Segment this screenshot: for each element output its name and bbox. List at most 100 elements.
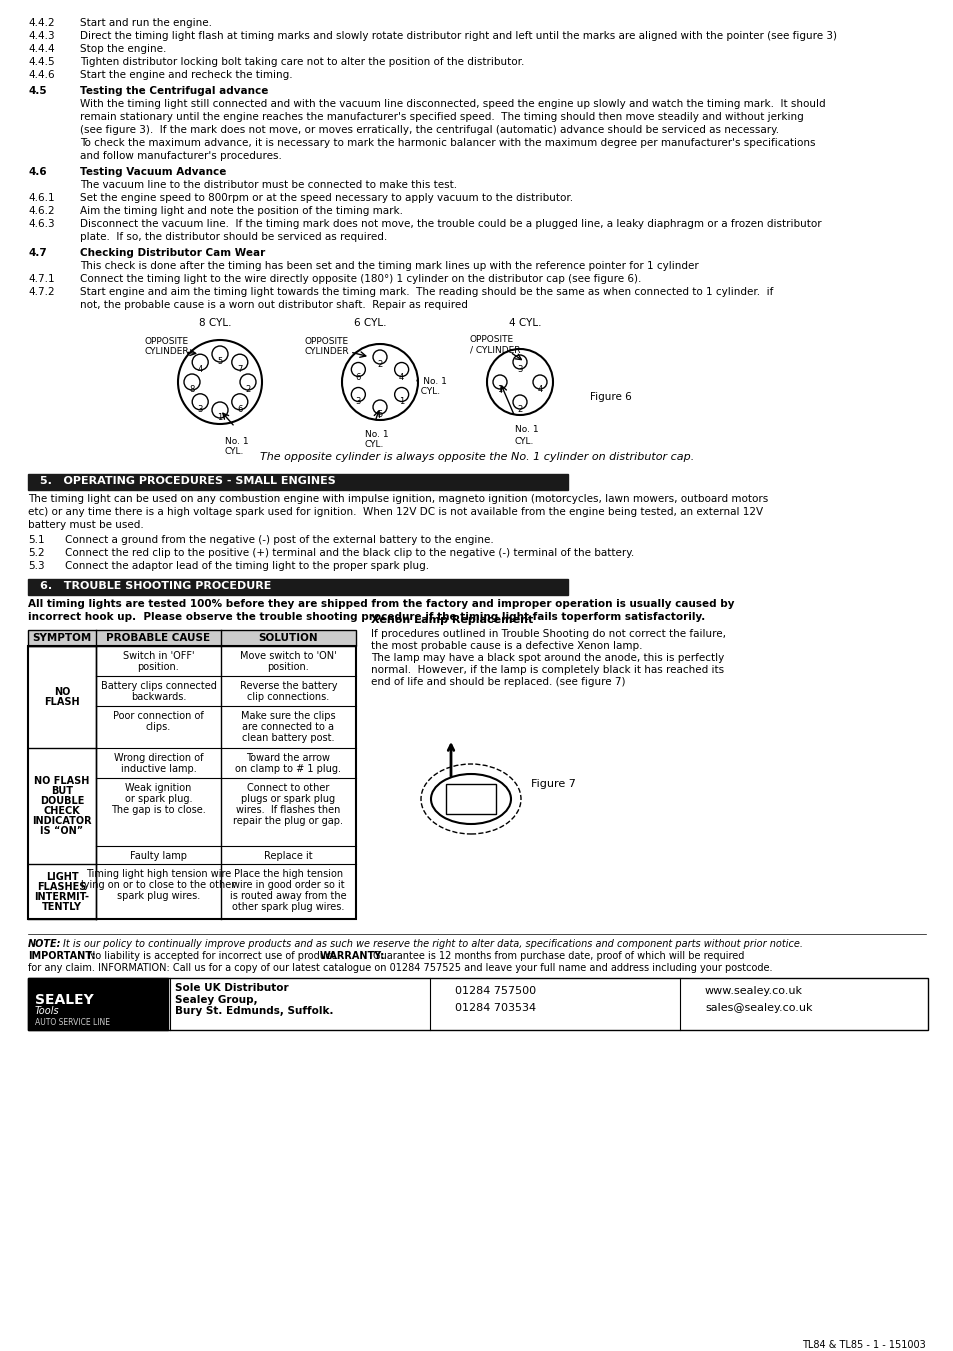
- Text: OPPOSITE
/ CYLINDER: OPPOSITE / CYLINDER: [470, 335, 520, 354]
- Text: Faulty lamp: Faulty lamp: [130, 851, 187, 861]
- Text: remain stationary until the engine reaches the manufacturer's specified speed.  : remain stationary until the engine reach…: [80, 112, 803, 122]
- Text: 5: 5: [217, 357, 222, 366]
- Text: 5.3: 5.3: [28, 561, 45, 571]
- Text: CHECK: CHECK: [44, 807, 80, 816]
- Text: AUTO SERVICE LINE: AUTO SERVICE LINE: [35, 1019, 110, 1027]
- Text: WARRANTY:: WARRANTY:: [319, 951, 385, 961]
- Text: spark plug wires.: spark plug wires.: [117, 892, 200, 901]
- Text: Checking Distributor Cam Wear: Checking Distributor Cam Wear: [80, 249, 265, 258]
- Text: 4 CYL.: 4 CYL.: [508, 317, 540, 328]
- Text: wire in good order so it: wire in good order so it: [232, 880, 344, 890]
- Text: No liability is accepted for incorrect use of product.: No liability is accepted for incorrect u…: [88, 951, 338, 961]
- Text: Connect the timing light to the wire directly opposite (180°) 1 cylinder on the : Connect the timing light to the wire dir…: [80, 274, 640, 284]
- Text: Timing light high tension wire: Timing light high tension wire: [86, 869, 231, 880]
- Text: The timing light can be used on any combustion engine with impulse ignition, mag: The timing light can be used on any comb…: [28, 494, 767, 504]
- Text: normal.  However, if the lamp is completely black it has reached its: normal. However, if the lamp is complete…: [371, 665, 723, 676]
- Text: Battery clips connected: Battery clips connected: [100, 681, 216, 690]
- Text: clip connections.: clip connections.: [247, 692, 330, 703]
- Text: TENTLY: TENTLY: [42, 901, 82, 912]
- Text: 6.   TROUBLE SHOOTING PROCEDURE: 6. TROUBLE SHOOTING PROCEDURE: [40, 581, 271, 590]
- Text: 4.7: 4.7: [28, 249, 47, 258]
- Text: No. 1
CYL.: No. 1 CYL.: [365, 430, 388, 450]
- Text: IMPORTANT:: IMPORTANT:: [28, 951, 95, 961]
- Text: 5.1: 5.1: [28, 535, 45, 544]
- Text: Switch in 'OFF': Switch in 'OFF': [123, 651, 194, 661]
- Text: 5.2: 5.2: [28, 549, 45, 558]
- Text: Connect the adaptor lead of the timing light to the proper spark plug.: Connect the adaptor lead of the timing l…: [65, 561, 429, 571]
- Text: 4.4.4: 4.4.4: [28, 45, 54, 54]
- Text: plugs or spark plug: plugs or spark plug: [241, 794, 335, 804]
- Text: the most probable cause is a defective Xenon lamp.: the most probable cause is a defective X…: [371, 640, 641, 651]
- Text: Start and run the engine.: Start and run the engine.: [80, 18, 212, 28]
- Text: TL84 & TL85 - 1 - 151003: TL84 & TL85 - 1 - 151003: [801, 1340, 925, 1350]
- Text: Guarantee is 12 months from purchase date, proof of which will be required: Guarantee is 12 months from purchase dat…: [373, 951, 743, 961]
- Text: 7: 7: [237, 365, 242, 374]
- Text: 6: 6: [355, 373, 360, 381]
- Text: inductive lamp.: inductive lamp.: [120, 765, 196, 774]
- Text: 4.4.6: 4.4.6: [28, 70, 54, 80]
- Text: The gap is to close.: The gap is to close.: [111, 805, 206, 815]
- Text: wires.  If flashes then: wires. If flashes then: [236, 805, 340, 815]
- Text: 4.6.1: 4.6.1: [28, 193, 54, 203]
- Text: 5: 5: [377, 409, 382, 419]
- Text: Disconnect the vacuum line.  If the timing mark does not move, the trouble could: Disconnect the vacuum line. If the timin…: [80, 219, 821, 230]
- Text: 4: 4: [197, 365, 203, 374]
- Bar: [446, 784, 496, 815]
- Text: 2: 2: [245, 385, 251, 394]
- Text: on clamp to # 1 plug.: on clamp to # 1 plug.: [235, 765, 341, 774]
- Text: 4.7.2: 4.7.2: [28, 286, 54, 297]
- Text: Place the high tension: Place the high tension: [233, 869, 343, 880]
- Text: Move switch to 'ON': Move switch to 'ON': [240, 651, 336, 661]
- Bar: [28, 646, 355, 919]
- Text: Toward the arrow: Toward the arrow: [246, 753, 330, 763]
- Text: 8 CYL.: 8 CYL.: [198, 317, 231, 328]
- Text: (see figure 3).  If the mark does not move, or moves erratically, the centrifuga: (see figure 3). If the mark does not mov…: [80, 126, 779, 135]
- Text: Figure 7: Figure 7: [531, 780, 576, 789]
- Text: is routed away from the: is routed away from the: [230, 892, 347, 901]
- Text: 6 CYL.: 6 CYL.: [354, 317, 386, 328]
- Text: 4.4.5: 4.4.5: [28, 57, 54, 68]
- Text: The opposite cylinder is always opposite the No. 1 cylinder on distributor cap.: The opposite cylinder is always opposite…: [259, 453, 694, 462]
- Bar: [28, 978, 168, 1029]
- Text: repair the plug or gap.: repair the plug or gap.: [233, 816, 343, 825]
- Text: SOLUTION: SOLUTION: [258, 634, 318, 643]
- Text: for any claim. INFORMATION: Call us for a copy of our latest catalogue on 01284 : for any claim. INFORMATION: Call us for …: [28, 963, 772, 973]
- Text: CYL.: CYL.: [515, 436, 534, 446]
- Text: • No. 1
  CYL.: • No. 1 CYL.: [415, 377, 446, 396]
- Text: Stop the engine.: Stop the engine.: [80, 45, 166, 54]
- Text: lying on or to close to the other: lying on or to close to the other: [81, 880, 235, 890]
- Text: 01284 703534: 01284 703534: [455, 1002, 536, 1013]
- Text: No. 1: No. 1: [515, 426, 538, 434]
- Text: other spark plug wires.: other spark plug wires.: [233, 902, 344, 912]
- Text: 2: 2: [517, 405, 522, 413]
- Text: clean battery post.: clean battery post.: [242, 734, 335, 743]
- Text: Tools: Tools: [35, 1006, 60, 1016]
- Text: 4: 4: [537, 385, 542, 394]
- Text: To check the maximum advance, it is necessary to mark the harmonic balancer with: To check the maximum advance, it is nece…: [80, 138, 815, 149]
- Text: position.: position.: [268, 662, 309, 671]
- Text: battery must be used.: battery must be used.: [28, 520, 144, 530]
- Text: 3: 3: [197, 405, 203, 413]
- Text: are connected to a: are connected to a: [242, 721, 335, 732]
- Text: or spark plug.: or spark plug.: [125, 794, 193, 804]
- Text: Weak ignition: Weak ignition: [125, 784, 192, 793]
- Text: NOTE:: NOTE:: [28, 939, 61, 948]
- Text: Make sure the clips: Make sure the clips: [241, 711, 335, 721]
- Text: Set the engine speed to 800rpm or at the speed necessary to apply vacuum to the : Set the engine speed to 800rpm or at the…: [80, 193, 573, 203]
- Text: Wrong direction of: Wrong direction of: [113, 753, 203, 763]
- Text: If procedures outlined in Trouble Shooting do not correct the failure,: If procedures outlined in Trouble Shooti…: [371, 630, 725, 639]
- Text: Replace it: Replace it: [264, 851, 313, 861]
- Text: 1: 1: [217, 413, 222, 422]
- Text: plate.  If so, the distributor should be serviced as required.: plate. If so, the distributor should be …: [80, 232, 387, 242]
- Text: Reverse the battery: Reverse the battery: [239, 681, 337, 690]
- Bar: [28, 580, 567, 594]
- Text: PROBABLE CAUSE: PROBABLE CAUSE: [107, 634, 211, 643]
- Text: sales@sealey.co.uk: sales@sealey.co.uk: [704, 1002, 812, 1013]
- Text: Start engine and aim the timing light towards the timing mark.  The reading shou: Start engine and aim the timing light to…: [80, 286, 773, 297]
- Text: NO: NO: [53, 688, 71, 697]
- Text: BUT: BUT: [51, 786, 73, 796]
- Text: Sole UK Distributor
Sealey Group,
Bury St. Edmunds, Suffolk.: Sole UK Distributor Sealey Group, Bury S…: [174, 984, 334, 1016]
- Text: Start the engine and recheck the timing.: Start the engine and recheck the timing.: [80, 70, 293, 80]
- Text: Direct the timing light flash at timing marks and slowly rotate distributor righ: Direct the timing light flash at timing …: [80, 31, 836, 41]
- Text: Poor connection of: Poor connection of: [113, 711, 204, 721]
